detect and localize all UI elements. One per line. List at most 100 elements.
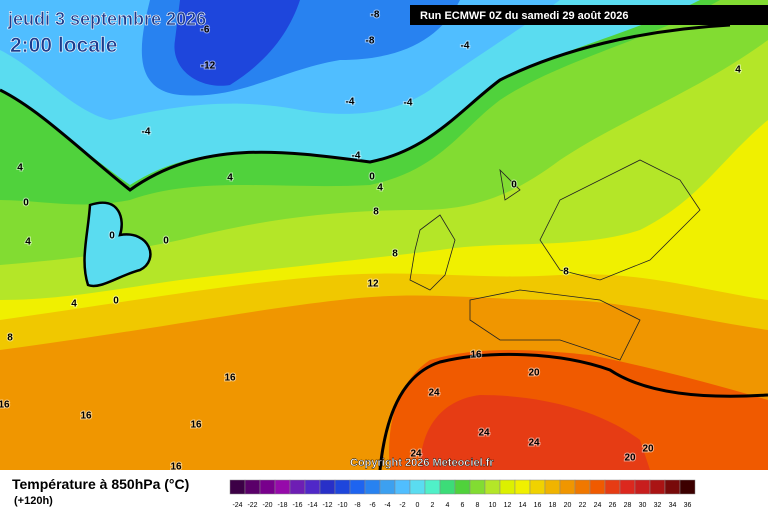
scale-swatch: [439, 479, 456, 495]
contour-twenty: [378, 352, 768, 471]
contour-label: 8: [563, 267, 569, 278]
contour-label: 4: [17, 163, 23, 174]
scale-swatch: [364, 479, 381, 495]
contour-label: 16: [170, 462, 182, 473]
scale-swatch: [379, 479, 396, 495]
scale-label: 24: [594, 502, 602, 509]
contour-label: 8: [7, 333, 13, 344]
scale-swatch: [634, 479, 651, 495]
contour-label: -4: [352, 151, 361, 162]
contour-label: 4: [735, 65, 741, 76]
contour-label: -12: [201, 61, 216, 72]
scale-label: 20: [564, 502, 572, 509]
scale-label: 22: [579, 502, 587, 509]
scale-swatch: [589, 479, 606, 495]
cold-pool: [83, 201, 152, 288]
contour-label: 24: [410, 449, 422, 460]
contour-label: -4: [404, 98, 413, 109]
scale-label: 16: [534, 502, 542, 509]
scale-swatch: [499, 479, 516, 495]
scale-label: -18: [277, 502, 287, 509]
contour-label: 20: [624, 453, 636, 464]
forecast-time: 2:00 locale: [10, 34, 117, 57]
contour-label: 4: [71, 299, 77, 310]
contour-zero: [0, 23, 731, 192]
scale-swatch: [679, 479, 696, 495]
scale-label: -14: [307, 502, 317, 509]
contour-label: 8: [373, 207, 379, 218]
scale-label: 30: [639, 502, 647, 509]
scale-label: 36: [684, 502, 692, 509]
scale-swatch: [289, 479, 306, 495]
scale-label: 28: [624, 502, 632, 509]
scale-label: 14: [519, 502, 527, 509]
contour-label: 0: [109, 231, 115, 242]
coastlines: [409, 159, 701, 361]
scale-label: -2: [399, 502, 405, 509]
contour-label: 4: [25, 237, 31, 248]
contour-label: 20: [528, 368, 540, 379]
scale-swatch: [424, 479, 441, 495]
scale-label: 34: [669, 502, 677, 509]
scale-label: 6: [461, 502, 465, 509]
scale-label: -6: [369, 502, 375, 509]
contour-label: -4: [461, 41, 470, 52]
contour-label: -4: [142, 127, 151, 138]
contour-label: 4: [377, 183, 383, 194]
scale-swatch: [664, 479, 681, 495]
scale-swatch: [529, 479, 546, 495]
contour-label: 0: [23, 198, 29, 209]
scale-swatch: [409, 479, 426, 495]
forecast-date: jeudi 3 septembre 2026: [7, 9, 206, 29]
scale-label: 0: [416, 502, 420, 509]
contour-label: 16: [0, 400, 10, 411]
scale-label: 32: [654, 502, 662, 509]
scale-swatch: [319, 479, 336, 495]
contour-label: -4: [346, 97, 355, 108]
scale-swatch: [619, 479, 636, 495]
scale-label: -8: [354, 502, 360, 509]
scale-swatch: [334, 479, 351, 495]
scale-swatch: [649, 479, 666, 495]
scale-label: 8: [476, 502, 480, 509]
legend-title: Température à 850hPa (°C): [12, 476, 189, 492]
scale-swatch: [544, 479, 561, 495]
contour-label: -8: [371, 10, 380, 21]
scale-swatch: [259, 479, 276, 495]
scale-swatch: [349, 479, 366, 495]
field-dark-blue: [174, 0, 300, 86]
scale-swatch: [514, 479, 531, 495]
scale-label: -4: [384, 502, 390, 509]
copyright: Copyright 2026 Meteociel.fr: [350, 457, 494, 469]
scale-swatch: [469, 479, 486, 495]
scale-swatch: [394, 479, 411, 495]
scale-swatch: [244, 479, 261, 495]
contour-label: 12: [367, 279, 379, 290]
scale-label: -20: [262, 502, 272, 509]
scale-swatch: [274, 479, 291, 495]
contour-label: 16: [190, 420, 202, 431]
contour-label: 0: [163, 236, 169, 247]
scale-label: -12: [322, 502, 332, 509]
contour-label: 16: [80, 411, 92, 422]
contour-label: 4: [227, 173, 233, 184]
contour-label: 0: [369, 172, 375, 183]
scale-label: 12: [504, 502, 512, 509]
contour-label: 24: [428, 388, 440, 399]
scale-label: 2: [431, 502, 435, 509]
scale-swatch: [559, 479, 576, 495]
contour-label: -8: [366, 36, 375, 47]
scale-label: -10: [337, 502, 347, 509]
contour-label: 8: [392, 249, 398, 260]
scale-swatch: [229, 479, 246, 495]
scale-label: -22: [247, 502, 257, 509]
scale-label: 26: [609, 502, 617, 509]
contour-label: 24: [478, 428, 490, 439]
scale-label: 4: [446, 502, 450, 509]
scale-swatch: [574, 479, 591, 495]
contour-label: 0: [113, 296, 119, 307]
scale-label: -16: [292, 502, 302, 509]
field-dark-red: [420, 395, 650, 470]
